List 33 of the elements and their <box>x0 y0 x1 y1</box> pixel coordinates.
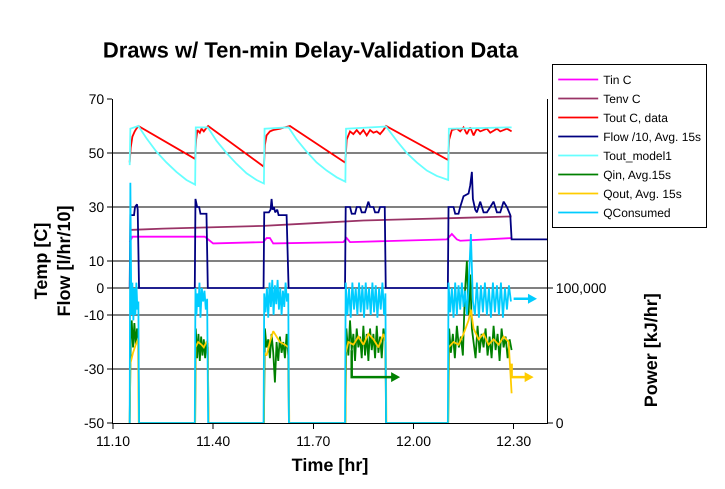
y-tick-label: 30 <box>88 198 104 215</box>
y-tick-label: 50 <box>88 144 104 161</box>
y-tick-label: 70 <box>88 90 104 107</box>
legend-label: Tout C, data <box>603 111 668 126</box>
y-tick-label: -50 <box>84 414 104 431</box>
x-tick-label: 11.10 <box>96 432 130 449</box>
line-series <box>128 182 512 423</box>
y-tick-label: -10 <box>84 306 104 323</box>
line-series <box>128 125 513 168</box>
x-tick-label: 12.30 <box>496 432 532 449</box>
y2-tick-label: 100,000 <box>556 280 607 296</box>
line-series <box>128 171 547 289</box>
legend-label: Qin, Avg.15s <box>603 168 672 182</box>
y-axis-title: Temp [C] Flow [l/hr/10] <box>30 205 74 317</box>
legend-label: Tenv C <box>603 92 641 106</box>
legend-label: QConsumed <box>603 206 671 220</box>
x-axis-title: Time [hr] <box>292 454 368 475</box>
x-tick-label: 11.40 <box>196 432 230 449</box>
line-series <box>128 216 513 231</box>
legend-label: Flow /10, Avg. 15s <box>603 130 702 144</box>
legend-label: Qout, Avg. 15s <box>603 187 682 202</box>
line-series <box>128 125 513 186</box>
line-series <box>128 233 513 244</box>
y2-axis-title: Power [kJ/hr] <box>641 293 662 408</box>
legend-label: Tout_model1 <box>603 149 672 164</box>
y-tick-label: -30 <box>84 360 104 377</box>
x-tick-label: 11.70 <box>296 432 331 449</box>
y-tick-label: 0 <box>96 280 104 296</box>
x-tick-label: 12.00 <box>396 432 432 449</box>
legend-label: Tin C <box>603 73 632 88</box>
y2-tick-label: 0 <box>556 414 564 431</box>
y-tick-label: 10 <box>88 252 104 269</box>
chart-title: Draws w/ Ten-min Delay-Validation Data <box>102 38 519 63</box>
